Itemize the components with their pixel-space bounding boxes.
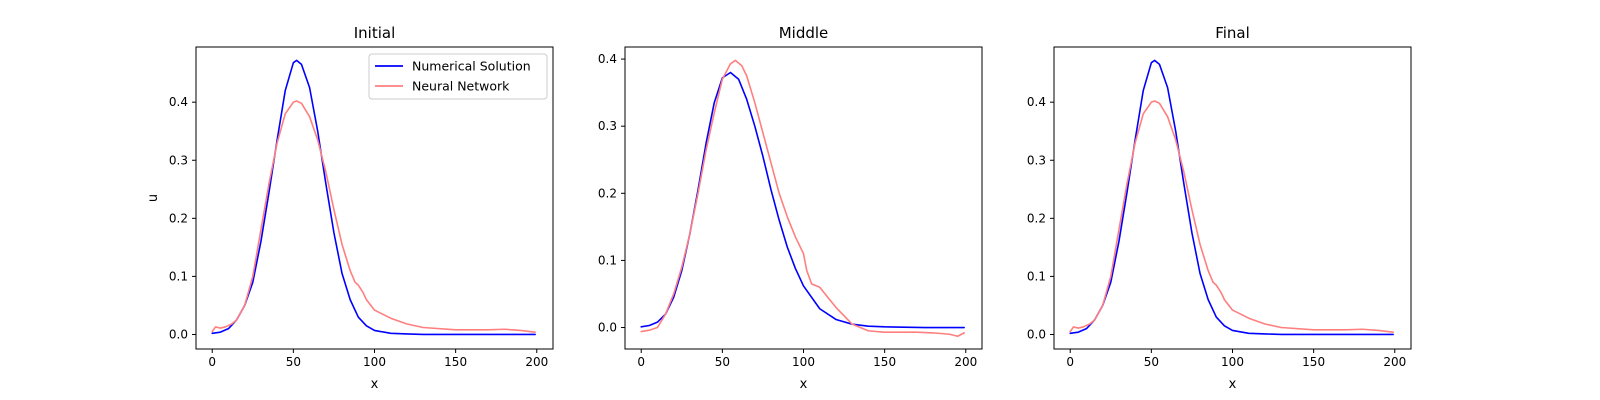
y-tick-label: 0.1 [598, 253, 617, 267]
panel-title: Initial [354, 24, 396, 42]
x-tick-label: 150 [873, 355, 896, 369]
y-tick-label: 0.2 [1027, 211, 1046, 225]
x-tick-label: 200 [1383, 355, 1406, 369]
x-tick-label: 200 [954, 355, 977, 369]
x-tick-label: 0 [1066, 355, 1074, 369]
legend-entry: Numerical Solution [412, 59, 531, 74]
y-axis-label: u [146, 194, 161, 202]
chart-panel-2: 0 50 100 150 200 0.0 0.1 0.2 0.3 0.4 Middle x [598, 24, 983, 392]
y-tick-label: 0.4 [598, 52, 617, 66]
x-tick-label: 150 [444, 355, 467, 369]
y-tick-label: 0.2 [169, 211, 188, 225]
series-line-neural-network [211, 100, 536, 333]
y-tick-label: 0.2 [598, 186, 617, 200]
x-tick-label: 0 [637, 355, 645, 369]
y-tick-label: 0.1 [169, 269, 188, 283]
panel-title: Final [1215, 24, 1250, 42]
x-tick-label: 0 [208, 355, 216, 369]
y-tick-label: 0.1 [1027, 269, 1046, 283]
x-tick-label: 100 [363, 355, 386, 369]
panel-title: Middle [779, 24, 829, 42]
y-tick-label: 0.0 [169, 327, 188, 341]
series-line-neural-network [640, 59, 965, 338]
chart-panel-1: 0 50 100 150 200 0.0 0.1 0.2 0.3 0.4 Initial x u Nume… [146, 24, 554, 392]
x-tick-label: 200 [525, 355, 548, 369]
series-line-neural-network [1069, 100, 1394, 333]
legend-box [368, 53, 548, 100]
x-tick-label: 50 [1144, 355, 1159, 369]
chart-panel-3: 0 50 100 150 200 0.0 0.1 0.2 0.3 0.4 Final x [1027, 24, 1412, 392]
x-tick-label: 100 [792, 355, 815, 369]
x-tick-label: 150 [1302, 355, 1325, 369]
y-tick-label: 0.3 [598, 119, 617, 133]
y-tick-label: 0.3 [169, 153, 188, 167]
x-axis-label: x [371, 377, 379, 392]
legend: Numerical Solution Neural Network [368, 53, 548, 100]
y-tick-label: 0.0 [1027, 327, 1046, 341]
x-axis-label: x [1229, 377, 1237, 392]
y-tick-label: 0.4 [1027, 95, 1046, 109]
y-tick-label: 0.0 [598, 321, 617, 335]
x-tick-label: 50 [715, 355, 730, 369]
legend-entry: Neural Network [412, 79, 510, 94]
x-tick-label: 50 [286, 355, 301, 369]
series-line-numerical-solution [640, 71, 965, 329]
y-tick-label: 0.3 [1027, 153, 1046, 167]
x-axis-label: x [800, 377, 808, 392]
y-tick-label: 0.4 [169, 95, 188, 109]
x-tick-label: 100 [1221, 355, 1244, 369]
